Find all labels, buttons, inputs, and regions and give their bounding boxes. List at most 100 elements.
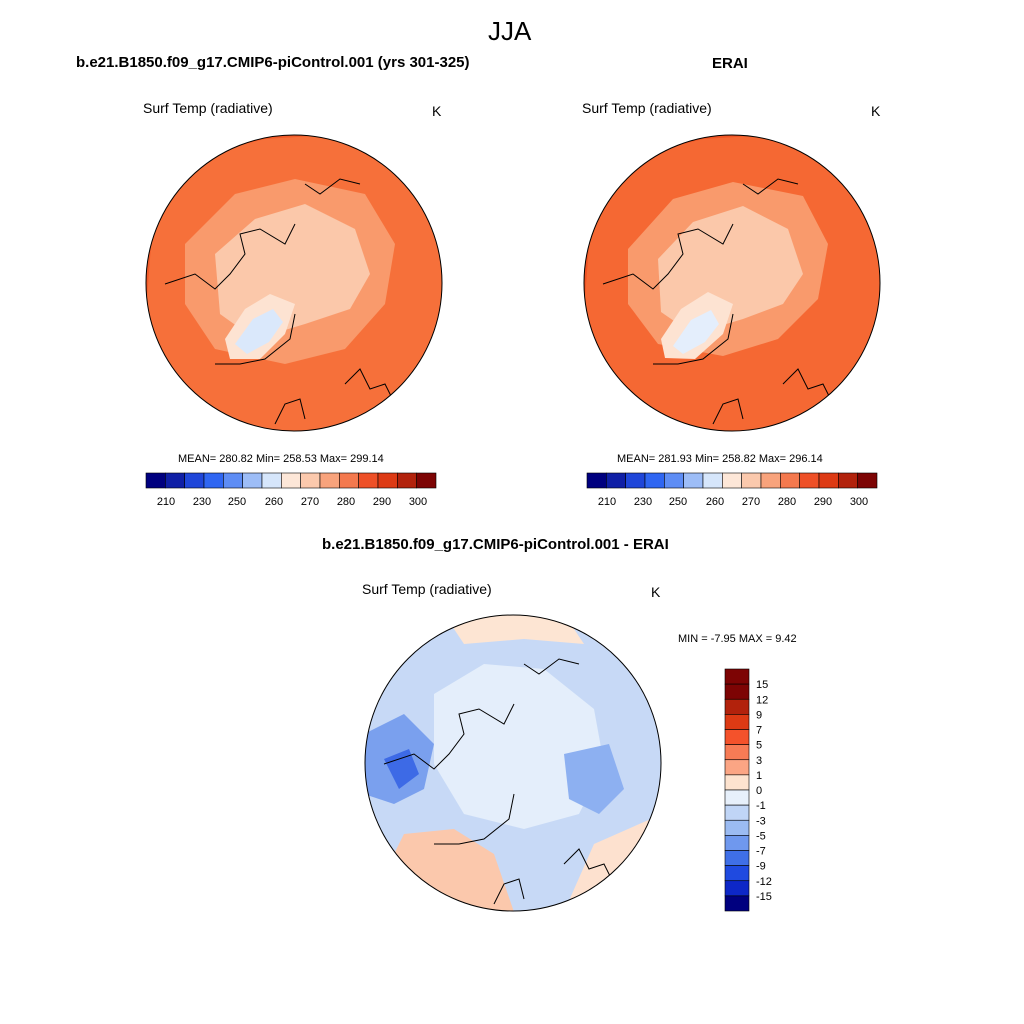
panel3-title: b.e21.B1850.f09_g17.CMIP6-piControl.001 … (322, 536, 669, 553)
panel3-colorbar-swatch (724, 865, 750, 882)
panel3-colorbar-swatch (724, 895, 750, 912)
panel1-units: K (432, 103, 442, 119)
panel2-coastline (602, 178, 834, 425)
panel3-colorbar-swatch (724, 759, 750, 776)
panel3-colorbar-swatch (724, 850, 750, 866)
figure-title: JJA (488, 16, 532, 46)
panel3-colorbar-tick-label: -3 (756, 815, 766, 827)
panel3-colorbar-tick-label: -15 (756, 891, 772, 903)
panel2-greenland-core (673, 310, 719, 354)
panel1-colorbar-swatch (145, 472, 166, 489)
panel3-coastline (383, 658, 615, 905)
panel2-colorbar-swatch (644, 472, 665, 489)
panel3-colorbar: 15 12 9 7 5 3 1 0 -1 -3 -5 -7 -9 -12 -15 (724, 668, 772, 912)
panel2-colorbar-swatch (780, 472, 800, 489)
panel2-colorbar-swatch (818, 472, 839, 489)
panel1-colorbar-tick-label: 260 (265, 496, 283, 508)
panel1-colorbar-tick-label: 210 (157, 496, 175, 508)
panel1-colorbar-tick-label: 230 (193, 496, 211, 508)
panel2-colorbar-tick-label: 300 (850, 496, 868, 508)
panel3-stats: MIN = -7.95 MAX = 9.42 (678, 633, 797, 645)
panel1-colorbar-tick-label: 290 (373, 496, 391, 508)
panel1-colorbar-swatch (416, 472, 437, 489)
panel2-colorbar-swatch (625, 472, 646, 489)
panel2-colorbar-swatch (586, 472, 607, 489)
panel2-colorbar-swatch (838, 472, 858, 489)
panel1-colorbar-swatch (242, 472, 263, 489)
panel1-colorbar-swatch (203, 472, 224, 489)
panel3-colorbar-tick-label: -5 (756, 830, 766, 842)
panel2-colorbar-swatch (722, 472, 742, 489)
panel1-map-border (145, 134, 443, 432)
panel3-colorbar-tick-label: -7 (756, 846, 766, 858)
panel2-colorbar-swatch (683, 472, 704, 489)
panel1-colorbar-tick-label: 300 (409, 496, 427, 508)
panel2-colorbar-tick-label: 260 (706, 496, 724, 508)
panel2-colorbar-tick-label: 250 (669, 496, 687, 508)
panel2-polar-map (583, 134, 881, 432)
panel3-field-negative-strong (384, 749, 419, 789)
panel3-colorbar-swatch (724, 789, 750, 806)
panel1-colorbar-tick-label: 250 (228, 496, 246, 508)
panel1-colorbar: 210 230 250 260 270 280 290 300 (145, 472, 437, 508)
panel2-colorbar-tick-label: 270 (742, 496, 760, 508)
panel3-colorbar-swatch (724, 729, 750, 745)
panel3-field-positive-north (444, 615, 584, 644)
panel1-colorbar-swatch (165, 472, 185, 489)
panel3-colorbar-swatch (724, 698, 750, 715)
panel3-field-neutral (434, 664, 604, 829)
panel3-field-negative-east (564, 744, 624, 814)
panel2-colorbar-swatch (857, 472, 878, 489)
panel3-colorbar-swatch (724, 683, 750, 700)
panel3-colorbar-tick-label: 15 (756, 679, 768, 691)
panel1-colorbar-tick-label: 270 (301, 496, 319, 508)
panel1-colorbar-swatch (339, 472, 359, 489)
panel3-colorbar-swatch (724, 819, 750, 836)
panel1-greenland-core (235, 309, 283, 354)
panel3-colorbar-swatch (724, 880, 750, 897)
panel3-variable-label: Surf Temp (radiative) (362, 581, 492, 597)
panel3-colorbar-swatch (724, 744, 750, 761)
panel3-units: K (651, 584, 661, 600)
panel1-stats: MEAN= 280.82 Min= 258.53 Max= 299.14 (178, 453, 384, 465)
panel1-colorbar-swatch (184, 472, 205, 489)
panel2-title: ERAI (712, 55, 748, 72)
panel2-colorbar-swatch (741, 472, 762, 489)
panel3-colorbar-tick-label: 0 (756, 785, 762, 797)
panel1-colorbar-swatch (358, 472, 379, 489)
panel3-colorbar-tick-label: -12 (756, 876, 772, 888)
panel2-colorbar-swatch (760, 472, 781, 489)
panel3-colorbar-swatch (724, 668, 750, 685)
panel2-map-border (583, 134, 881, 432)
panel3-colorbar-tick-label: 7 (756, 725, 762, 737)
panel1-colorbar-swatch (377, 472, 398, 489)
panel3-colorbar-tick-label: 5 (756, 740, 762, 752)
panel1-coastline (164, 178, 396, 425)
panel1-colorbar-swatch (300, 472, 321, 489)
panel3-colorbar-tick-label: -9 (756, 861, 766, 873)
panel3-colorbar-swatch (724, 804, 750, 821)
panel3-colorbar-swatch (724, 714, 750, 730)
panel2-colorbar-swatch (606, 472, 626, 489)
panel3-map-border (364, 614, 662, 912)
panel1-title: b.e21.B1850.f09_g17.CMIP6-piControl.001 … (76, 54, 470, 71)
panel1-colorbar-swatch (397, 472, 417, 489)
panel2-colorbar-swatch (799, 472, 820, 489)
panel1-polar-map (145, 134, 443, 432)
panel1-colorbar-swatch (281, 472, 301, 489)
panel3-colorbar-swatch (724, 835, 750, 851)
panel2-colorbar-tick-label: 210 (598, 496, 616, 508)
panel3-polar-map (364, 614, 662, 912)
panel2-colorbar-tick-label: 280 (778, 496, 796, 508)
panel3-colorbar-tick-label: 12 (756, 694, 768, 706)
panel2-colorbar-tick-label: 230 (634, 496, 652, 508)
panel2-colorbar: 210 230 250 260 270 280 290 300 (586, 472, 878, 508)
panel2-units: K (871, 103, 881, 119)
panel1-colorbar-swatch (223, 472, 243, 489)
panel2-colorbar-tick-label: 290 (814, 496, 832, 508)
panel3-colorbar-tick-label: 1 (756, 770, 762, 782)
panel1-colorbar-swatch (319, 472, 340, 489)
panel1-colorbar-tick-label: 280 (337, 496, 355, 508)
panel3-colorbar-tick-label: -1 (756, 800, 766, 812)
panel3-colorbar-tick-label: 3 (756, 755, 762, 767)
